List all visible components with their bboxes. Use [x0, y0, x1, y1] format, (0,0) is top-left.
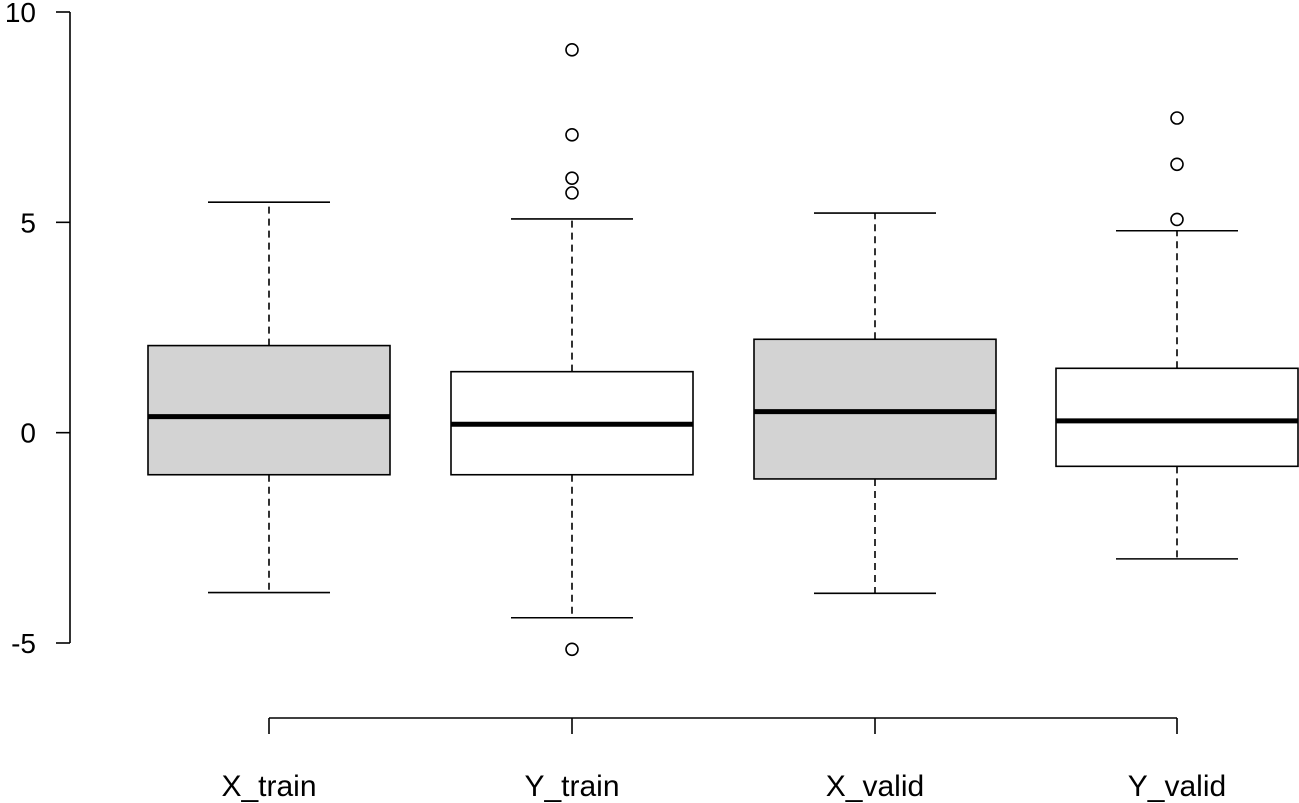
x-tick-label: X_valid [826, 770, 924, 803]
box-group [147, 201, 391, 594]
x-tick-label: X_train [221, 770, 316, 803]
outlier-point [565, 642, 579, 657]
y-axis: -5 0 5 10 [5, 0, 71, 659]
box-iqr [753, 338, 997, 480]
y-tick-label: -5 [11, 628, 36, 659]
outlier-point [565, 128, 579, 142]
outlier-point [565, 43, 579, 57]
x-tick-label: Y_train [524, 770, 619, 803]
outlier-point [1170, 157, 1184, 172]
box-group [450, 43, 694, 657]
outlier-point [565, 186, 579, 200]
box-iqr [1055, 367, 1299, 468]
boxes-group [147, 43, 1299, 657]
x-axis: X_train Y_train X_valid Y_valid [221, 717, 1226, 803]
box-iqr [147, 344, 391, 476]
y-tick-label: 5 [20, 207, 36, 238]
outlier-point [1170, 111, 1184, 125]
box-group [1055, 111, 1299, 560]
outlier-point [565, 171, 579, 185]
x-tick-label: Y_valid [1128, 770, 1226, 803]
outlier-point [1170, 212, 1184, 227]
y-tick-label: 10 [5, 0, 36, 28]
y-tick-label: 0 [20, 418, 36, 449]
box-group [753, 212, 997, 595]
